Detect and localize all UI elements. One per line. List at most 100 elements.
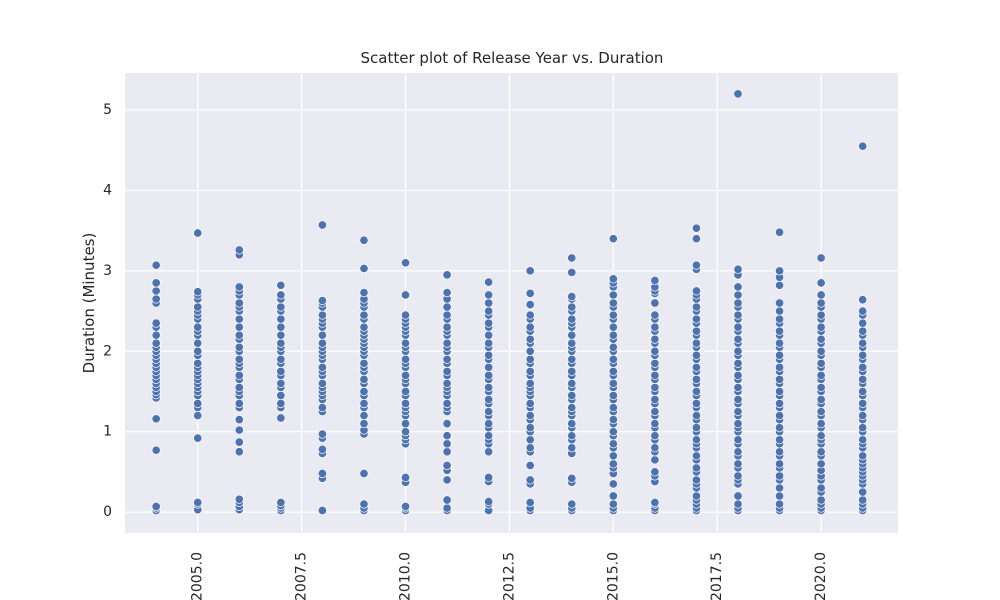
- data-point: [359, 287, 369, 298]
- data-point: [151, 330, 161, 340]
- data-point: [359, 235, 369, 245]
- data-point: [816, 431, 826, 441]
- data-point: [691, 314, 701, 324]
- data-point: [775, 362, 785, 372]
- data-point: [151, 501, 161, 512]
- data-point: [276, 314, 286, 324]
- data-point: [858, 398, 868, 409]
- data-point: [650, 322, 660, 332]
- data-point: [650, 467, 660, 477]
- data-point: [484, 330, 494, 340]
- y-tick-label: 4: [103, 182, 112, 198]
- y-axis-ticks: 0 1 2 3 4 5: [103, 102, 112, 520]
- data-point: [234, 415, 244, 425]
- data-point: [650, 394, 660, 405]
- data-point: [276, 378, 286, 388]
- data-point: [359, 398, 369, 409]
- data-point: [567, 338, 577, 348]
- data-point: [608, 290, 618, 300]
- data-point: [525, 411, 535, 421]
- x-tick-label: 2012.5: [501, 552, 517, 600]
- data-point: [193, 287, 203, 297]
- data-point: [733, 298, 743, 308]
- data-point: [650, 310, 660, 320]
- data-point: [733, 459, 743, 469]
- data-point: [234, 398, 244, 409]
- data-point: [525, 334, 535, 344]
- data-point: [858, 386, 868, 397]
- data-point: [691, 286, 701, 296]
- data-point: [276, 390, 286, 401]
- data-point: [691, 338, 701, 348]
- data-point: [775, 491, 785, 501]
- data-point: [276, 330, 286, 340]
- data-point: [359, 263, 369, 273]
- data-point: [567, 366, 577, 376]
- data-point: [567, 267, 577, 277]
- data-point: [484, 338, 494, 348]
- data-point: [484, 419, 494, 429]
- data-point: [442, 475, 452, 485]
- data-point: [193, 322, 203, 332]
- data-point: [400, 354, 411, 364]
- data-point: [608, 402, 618, 413]
- data-point: [234, 322, 244, 332]
- data-point: [608, 491, 618, 501]
- data-point: [816, 483, 826, 493]
- data-point: [442, 270, 452, 280]
- data-point: [691, 260, 701, 270]
- data-point: [733, 346, 743, 356]
- data-point: [775, 411, 785, 421]
- data-point: [650, 275, 660, 286]
- data-point: [775, 326, 785, 336]
- x-tick-label: 2007.5: [294, 552, 310, 600]
- data-point: [691, 491, 701, 501]
- data-point: [858, 350, 868, 360]
- data-point: [525, 288, 535, 298]
- data-point: [317, 296, 327, 306]
- data-point: [650, 334, 660, 344]
- data-point: [317, 402, 327, 413]
- data-point: [858, 141, 868, 151]
- data-point: [775, 471, 785, 481]
- data-point: [775, 306, 785, 316]
- data-point: [733, 370, 743, 380]
- data-point: [525, 354, 535, 364]
- data-point: [525, 475, 535, 485]
- data-point: [608, 354, 618, 364]
- data-point: [775, 374, 785, 384]
- data-point: [317, 378, 327, 388]
- data-point: [608, 451, 618, 461]
- data-point: [691, 386, 701, 397]
- data-point: [234, 245, 244, 255]
- data-point: [608, 342, 618, 352]
- data-point: [484, 306, 494, 316]
- data-point: [567, 292, 577, 302]
- data-point: [650, 431, 660, 441]
- data-point: [858, 495, 868, 505]
- data-point: [400, 370, 411, 380]
- data-point: [234, 354, 244, 364]
- data-point: [567, 431, 577, 441]
- data-point: [234, 298, 244, 308]
- data-point: [816, 447, 826, 457]
- data-point: [234, 282, 244, 292]
- data-point: [650, 407, 660, 417]
- data-point: [816, 334, 826, 344]
- data-point: [442, 460, 452, 470]
- data-point: [400, 419, 411, 429]
- data-point: [484, 382, 494, 392]
- data-point: [733, 435, 743, 445]
- data-point: [151, 278, 161, 288]
- data-point: [484, 350, 494, 360]
- y-tick-label: 5: [103, 102, 112, 118]
- data-point: [775, 227, 785, 237]
- data-point: [858, 326, 868, 336]
- data-point: [567, 390, 577, 401]
- data-point: [650, 358, 660, 368]
- data-point: [317, 338, 327, 348]
- data-point: [816, 253, 826, 263]
- data-point: [234, 382, 244, 392]
- data-point: [608, 330, 618, 340]
